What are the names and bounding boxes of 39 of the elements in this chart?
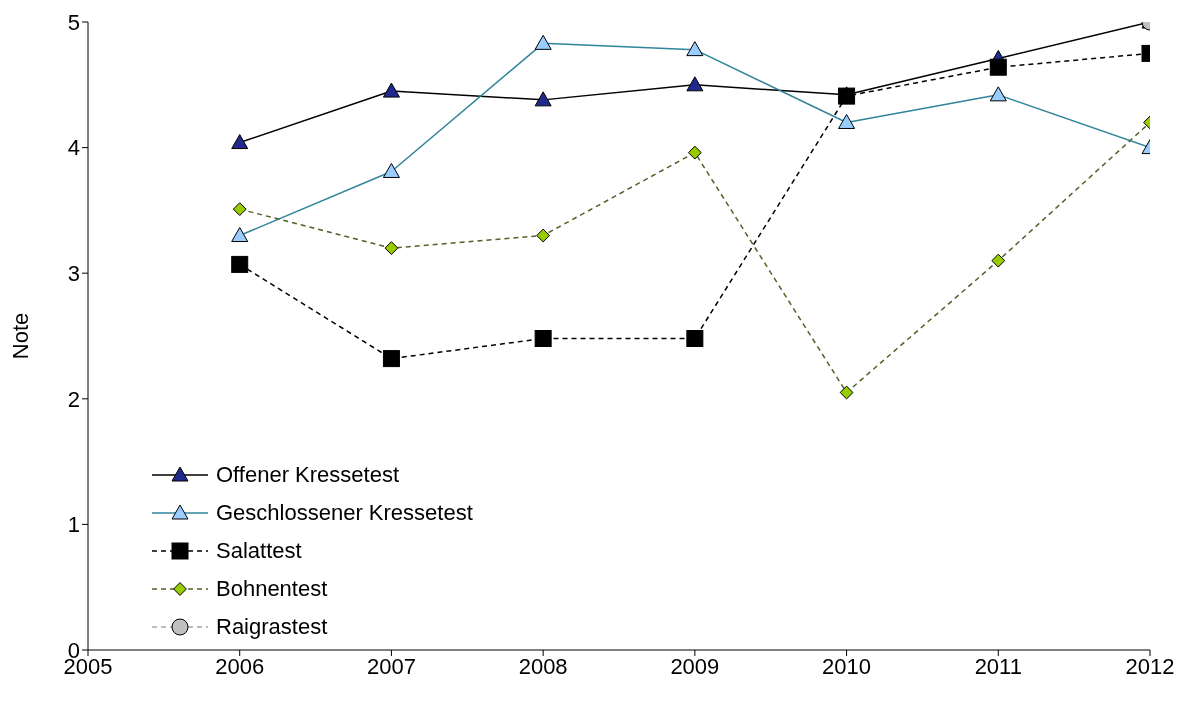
x-tick-label: 2011: [974, 653, 1022, 679]
legend-label: Bohnentest: [216, 576, 328, 602]
legend-label: Salattest: [216, 538, 302, 564]
point: [687, 145, 702, 160]
x-tick-label: 2010: [822, 653, 872, 679]
point: [686, 76, 704, 92]
point: [382, 162, 400, 178]
y-tick-label: 2: [67, 386, 80, 412]
point: [231, 255, 249, 273]
legend-label: Raigrastest: [216, 614, 328, 640]
point: [536, 228, 551, 243]
point: [989, 58, 1007, 76]
point: [534, 91, 552, 107]
point: [232, 202, 247, 217]
y-tick-label: 3: [67, 261, 80, 287]
point: [686, 330, 704, 348]
y-tick-label: 5: [67, 9, 80, 35]
point: [839, 385, 854, 400]
point: [382, 82, 400, 98]
x-tick-label: 2008: [518, 653, 568, 679]
y-tick-label: 4: [67, 135, 80, 161]
point: [989, 86, 1007, 102]
x-tick-label: 2009: [670, 653, 720, 679]
legend-label: Geschlossener Kressetest: [216, 500, 473, 526]
point: [991, 253, 1006, 268]
point: [382, 350, 400, 368]
point: [534, 330, 552, 348]
point: [231, 134, 249, 150]
point: [534, 34, 552, 50]
legend-label: Offener Kressetest: [216, 462, 400, 488]
x-tick-label: 2012: [1125, 653, 1175, 679]
y-axis-title: Note: [7, 312, 33, 360]
y-tick-label: 1: [67, 512, 80, 538]
x-tick-label: 2006: [215, 653, 265, 679]
point: [384, 241, 399, 255]
point: [838, 113, 856, 129]
x-tick-label: 2007: [366, 653, 416, 679]
point: [231, 227, 249, 243]
point: [686, 41, 704, 57]
